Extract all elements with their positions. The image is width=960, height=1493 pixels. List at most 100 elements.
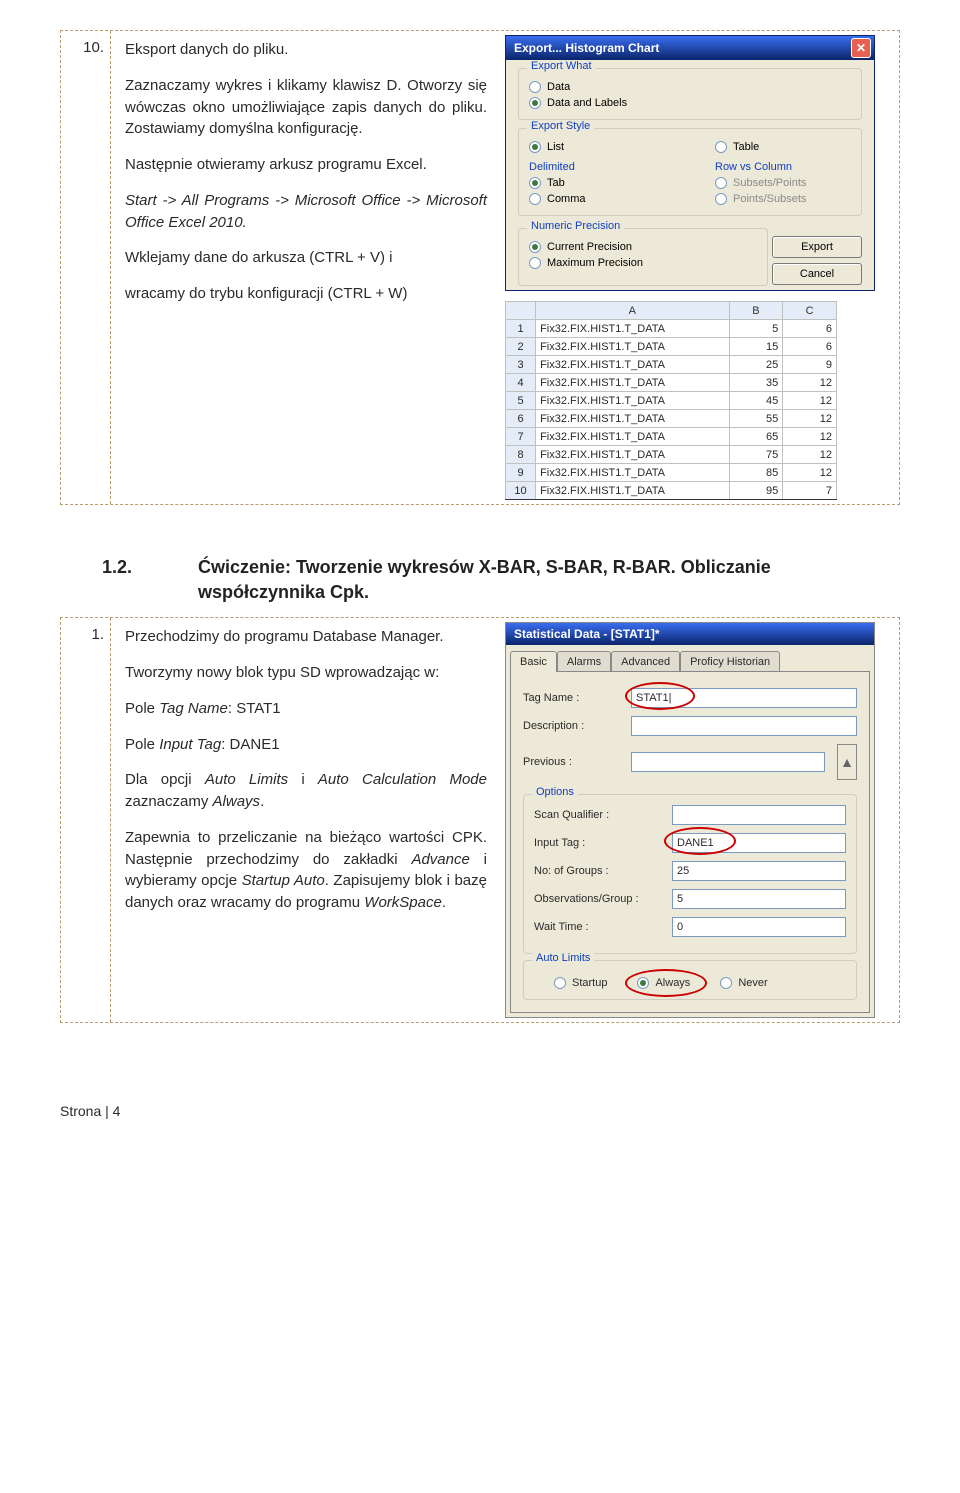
step-text: Przechodzimy do programu Database Manage… [125,626,487,648]
step-text: Pole Tag Name: STAT1 [125,698,487,720]
step-figures: Export... Histogram Chart ✕ Export What … [501,31,899,504]
step-number: 10. [61,31,111,504]
page-footer: Strona | 4 [60,1103,900,1119]
section-number: 1.2. [150,555,198,580]
export-dialog: Export... Histogram Chart ✕ Export What … [505,35,875,291]
radio-never[interactable]: Never [720,975,767,991]
excel-grid: ABC1Fix32.FIX.HIST1.T_DATA562Fix32.FIX.H… [505,301,837,500]
form-row-scan-qualifier: Scan Qualifier : [534,805,846,825]
export-button[interactable]: Export [772,236,862,258]
group-title: Options [532,786,578,798]
radio-data-labels[interactable]: Data and Labels [529,95,851,111]
radio-label: List [547,141,564,153]
excel-cell: Fix32.FIX.HIST1.T_DATA [536,410,729,428]
radio-label: Tab [547,177,565,189]
excel-cell: 75 [729,446,783,464]
section-title: Ćwiczenie: Tworzenie wykresów X-BAR, S-B… [198,557,771,602]
excel-cell: 9 [783,356,837,374]
step-text: Wklejamy dane do arkusza (CTRL + V) i [125,247,487,269]
field-label: Tag Name : [523,692,623,704]
group-title: Export What [527,60,596,72]
radio-icon [529,177,541,189]
step-text: Następnie otwieramy arkusz programu Exce… [125,154,487,176]
field-label: Description : [523,720,623,732]
tab-advanced[interactable]: Advanced [611,651,680,672]
excel-cell: 5 [729,320,783,338]
tab-historian[interactable]: Proficy Historian [680,651,780,672]
description-input[interactable] [631,716,857,736]
excel-row-header: 7 [506,428,536,446]
excel-row: 5Fix32.FIX.HIST1.T_DATA4512 [506,392,837,410]
radio-data[interactable]: Data [529,79,851,95]
excel-cell: 45 [729,392,783,410]
tag-name-input[interactable]: STAT1| [631,688,857,708]
radio-label: Never [738,977,767,989]
close-icon[interactable]: ✕ [851,38,871,58]
excel-cell: 85 [729,464,783,482]
excel-row-header: 3 [506,356,536,374]
step-text: Dla opcji Auto Limits i Auto Calculation… [125,769,487,813]
group-title: Auto Limits [532,952,594,964]
excel-cell: 12 [783,374,837,392]
radio-label: Current Precision [547,241,632,253]
radio-icon [715,193,727,205]
group-title: Numeric Precision [527,220,624,232]
radio-icon [529,97,541,109]
radio-comma[interactable]: Comma [529,191,665,207]
excel-cell: Fix32.FIX.HIST1.T_DATA [536,482,729,500]
excel-cell: 65 [729,428,783,446]
radio-startup[interactable]: Startup [554,975,607,991]
field-label: Input Tag : [534,837,664,849]
scan-qualifier-input[interactable] [672,805,846,825]
tabs: Basic Alarms Advanced Proficy Historian [510,651,870,672]
excel-row-header: 8 [506,446,536,464]
obs-group-input[interactable]: 5 [672,889,846,909]
excel-row: 10Fix32.FIX.HIST1.T_DATA957 [506,482,837,500]
excel-cell: Fix32.FIX.HIST1.T_DATA [536,464,729,482]
excel-row-header: 6 [506,410,536,428]
form-row-previous: Previous : ▲ [523,744,857,780]
excel-cell: 15 [729,338,783,356]
cancel-button[interactable]: Cancel [772,263,862,285]
step-text-italic: Start -> All Programs -> Microsoft Offic… [125,190,487,234]
excel-cell: 55 [729,410,783,428]
step-text: Tworzymy nowy blok typu SD wprowadzając … [125,662,487,684]
excel-row: 1Fix32.FIX.HIST1.T_DATA56 [506,320,837,338]
radio-tab[interactable]: Tab [529,175,665,191]
radio-icon [637,977,649,989]
step-number: 1. [61,618,111,1022]
radio-current-precision[interactable]: Current Precision [529,239,757,255]
radio-always[interactable]: Always [637,975,690,991]
excel-cell: 6 [783,320,837,338]
field-label: Wait Time : [534,921,664,933]
radio-points-subsets: Points/Subsets [715,191,851,207]
wait-time-input[interactable]: 0 [672,917,846,937]
previous-input[interactable] [631,752,825,772]
no-groups-input[interactable]: 25 [672,861,846,881]
radio-icon [554,977,566,989]
form-row-input-tag: Input Tag : DANE1 [534,833,846,853]
excel-cell: 12 [783,446,837,464]
arrow-up-icon[interactable]: ▲ [837,744,857,780]
tab-basic[interactable]: Basic [510,651,557,672]
radio-label: Startup [572,977,607,989]
radio-icon [720,977,732,989]
radio-max-precision[interactable]: Maximum Precision [529,255,757,271]
group-export-style: Export Style List Table Delimited Tab Co… [518,128,862,216]
tab-alarms[interactable]: Alarms [557,651,611,672]
input-tag-input[interactable]: DANE1 [672,833,846,853]
radio-label: Maximum Precision [547,257,643,269]
step-1-row: 1. Przechodzimy do programu Database Man… [60,617,900,1023]
form-row-description: Description : [523,716,857,736]
radio-table[interactable]: Table [715,139,851,155]
group-export-what: Export What Data Data and Labels [518,68,862,120]
excel-cell: 95 [729,482,783,500]
excel-row: 2Fix32.FIX.HIST1.T_DATA156 [506,338,837,356]
excel-cell: Fix32.FIX.HIST1.T_DATA [536,392,729,410]
excel-cell: 35 [729,374,783,392]
radio-list[interactable]: List [529,139,665,155]
radio-icon [529,193,541,205]
subgroup-label: Row vs Column [715,161,851,175]
group-auto-limits: Auto Limits Startup Always Never [523,960,857,1000]
excel-cell: 12 [783,410,837,428]
